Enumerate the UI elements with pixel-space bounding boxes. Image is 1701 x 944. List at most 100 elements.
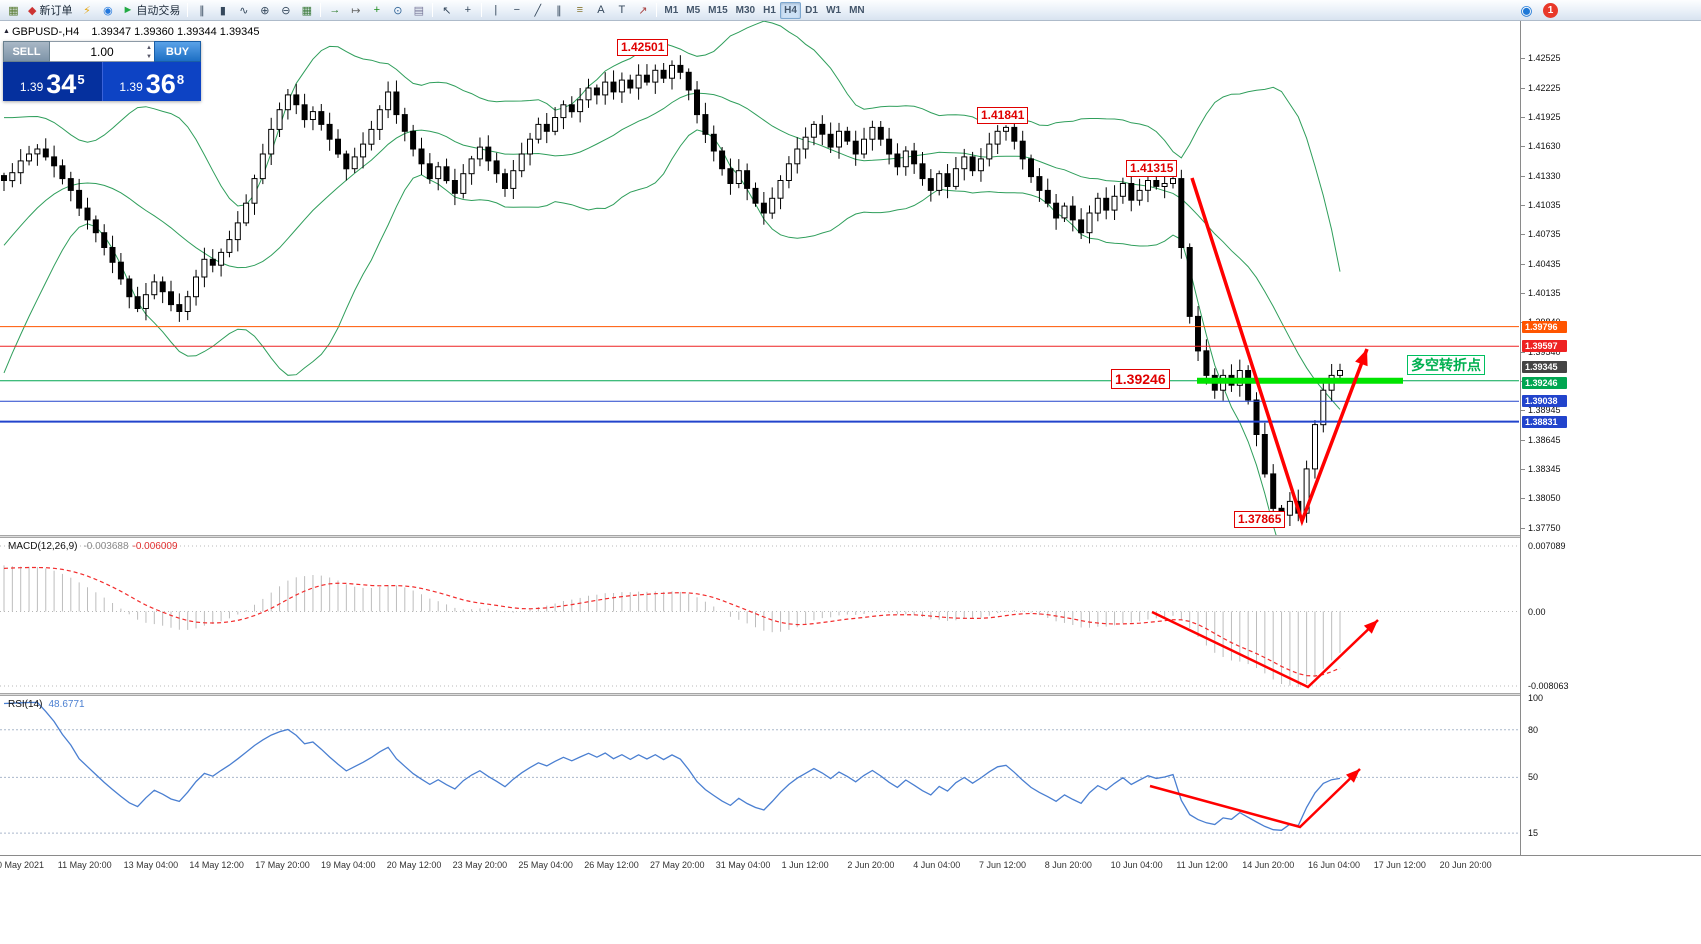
time-axis-label: 8 Jun 20:00 bbox=[1044, 860, 1092, 870]
macd-label: MACD(12,26,9) -0.003688 -0.006009 bbox=[8, 541, 178, 552]
zoom-out-button-icon: ⊖ bbox=[281, 4, 291, 17]
price-axis-label: 1.40735 bbox=[1528, 229, 1561, 240]
new-chart-button-icon: ▦ bbox=[8, 4, 19, 17]
price-axis-tick bbox=[1521, 87, 1525, 89]
vertical-line-button-icon: | bbox=[494, 4, 498, 16]
trend-arrow-head bbox=[1355, 349, 1368, 367]
arrows-button[interactable]: ↗ bbox=[632, 2, 653, 19]
price-axis-label: 1.42525 bbox=[1528, 53, 1561, 63]
volume-down-icon[interactable]: ▼ bbox=[146, 53, 152, 60]
text-button[interactable]: A bbox=[590, 2, 611, 19]
label-button[interactable]: T bbox=[611, 2, 632, 19]
chart-shift-button[interactable]: ↦ bbox=[345, 2, 366, 19]
price-axis-tick bbox=[1521, 528, 1525, 529]
timeframe-mn-button[interactable]: MN bbox=[849, 4, 865, 16]
price-axis[interactable]: 1.42525 1.42225 1.41925 1.41630 1.41330 1.410… bbox=[1520, 21, 1701, 855]
vertical-line-button[interactable]: | bbox=[485, 2, 506, 19]
price-callout[interactable]: 1.41841 bbox=[977, 107, 1029, 124]
macd-indicator-panel[interactable] bbox=[0, 538, 1520, 693]
turning-point-annotation[interactable]: 多空转折点 bbox=[1407, 355, 1485, 375]
one-click-trading-panel: SELL 1.00 ▲ ▼ BUY 1.39 34 5 1.39 36 8 bbox=[3, 41, 201, 101]
volume-input[interactable]: 1.00 ▲ ▼ bbox=[50, 41, 154, 62]
price-axis-label: 1.42225 bbox=[1528, 82, 1561, 93]
channel-button[interactable]: ∥ bbox=[548, 2, 569, 19]
new-chart-button[interactable]: ▦ bbox=[3, 2, 24, 19]
candlestick-mode-button[interactable]: ▮ bbox=[212, 2, 233, 19]
sell-button[interactable]: SELL bbox=[3, 41, 50, 62]
auto-scroll-button[interactable]: → bbox=[324, 2, 345, 19]
time-axis[interactable]: 10 May 2021 11 May 20:00 13 May 04:00 14 Ma… bbox=[0, 855, 1701, 873]
price-axis-label: 1.40135 bbox=[1528, 288, 1561, 299]
buy-price-display[interactable]: 1.39 36 8 bbox=[101, 62, 201, 101]
main-chart-panel[interactable] bbox=[0, 21, 1520, 535]
fibonacci-button-icon: ≡ bbox=[576, 4, 584, 16]
periods-button-icon: ⊙ bbox=[393, 4, 403, 17]
indicators-button[interactable]: + bbox=[366, 2, 387, 19]
time-axis-label: 16 Jun 04:00 bbox=[1308, 860, 1361, 870]
rsi-axis-label: 80 bbox=[1528, 724, 1539, 735]
price-callout[interactable]: 1.42501 bbox=[617, 39, 669, 56]
time-axis-label: 4 Jun 04:00 bbox=[913, 860, 961, 870]
line-chart-mode-button[interactable]: ∿ bbox=[233, 2, 254, 19]
community-toolbar-button-icon: ◉ bbox=[103, 4, 113, 17]
timeframe-w1-button[interactable]: W1 bbox=[826, 4, 842, 16]
tile-windows-button[interactable]: ▦ bbox=[296, 2, 317, 19]
trend-arrow[interactable] bbox=[1190, 177, 1369, 527]
toolbar-separator bbox=[432, 3, 434, 17]
rsi-indicator-panel[interactable] bbox=[0, 696, 1520, 855]
toolbar-separator bbox=[320, 3, 322, 17]
bar-chart-mode-button-icon: ∥ bbox=[199, 4, 205, 17]
trend-arrow[interactable] bbox=[1149, 768, 1361, 829]
panel-splitter[interactable] bbox=[0, 535, 1566, 538]
horizontal-line-button[interactable]: − bbox=[506, 2, 527, 19]
timeframe-h1-button[interactable]: H1 bbox=[763, 4, 776, 16]
bar-chart-mode-button[interactable]: ∥ bbox=[191, 2, 212, 19]
volume-up-icon[interactable]: ▲ bbox=[146, 44, 152, 51]
community-toolbar-button[interactable]: ◉ bbox=[97, 2, 118, 19]
price-axis-label: 1.41630 bbox=[1528, 141, 1561, 152]
periods-button[interactable]: ⊙ bbox=[387, 2, 408, 19]
timeframe-h4-button[interactable]: H4 bbox=[780, 1, 802, 19]
one-click-collapse-arrow[interactable]: ▲ bbox=[3, 28, 10, 35]
price-axis-tick bbox=[1521, 351, 1525, 353]
metaeditor-button-icon: ⚡ bbox=[83, 4, 91, 17]
timeframe-d1-button[interactable]: D1 bbox=[805, 4, 818, 16]
rsi-axis-label: 50 bbox=[1528, 772, 1539, 783]
fibonacci-button[interactable]: ≡ bbox=[569, 2, 590, 19]
community-icon[interactable]: ◉ bbox=[1520, 1, 1533, 18]
price-callout[interactable]: 1.41315 bbox=[1126, 160, 1178, 177]
panel-splitter[interactable] bbox=[0, 693, 1566, 696]
trendline-button[interactable]: ╱ bbox=[527, 2, 548, 19]
price-callout[interactable]: 1.39246 bbox=[1111, 369, 1170, 389]
toolbar-separator bbox=[481, 3, 483, 17]
crosshair-button[interactable]: + bbox=[457, 2, 478, 19]
auto-trading-button[interactable]: ► 自动交易 bbox=[118, 2, 184, 19]
zoom-out-button[interactable]: ⊖ bbox=[275, 2, 296, 19]
timeframe-m5-button[interactable]: M5 bbox=[686, 4, 701, 16]
sell-price-display[interactable]: 1.39 34 5 bbox=[3, 62, 102, 101]
time-axis-label: 17 May 20:00 bbox=[255, 860, 310, 870]
buy-price-prefix: 1.39 bbox=[119, 80, 143, 94]
chart-ohlc-readout: GBPUSD-,H4 1.39347 1.39360 1.39344 1.393… bbox=[12, 26, 260, 38]
cursor-button[interactable]: ↖ bbox=[436, 2, 457, 19]
volume-spinner[interactable]: ▲ ▼ bbox=[146, 43, 152, 61]
price-callout[interactable]: 1.37865 bbox=[1234, 511, 1286, 528]
price-axis-label: 1.38050 bbox=[1528, 493, 1561, 504]
time-axis-label: 11 May 20:00 bbox=[57, 860, 112, 870]
trend-arrow[interactable] bbox=[1151, 610, 1379, 689]
new-order-button[interactable]: ◆ 新订单 bbox=[24, 2, 76, 19]
trend-arrow-head bbox=[1346, 769, 1360, 783]
rsi-label: RSI(14) 48.6771 bbox=[8, 699, 85, 710]
zoom-in-button[interactable]: ⊕ bbox=[254, 2, 275, 19]
timeframe-m15-button[interactable]: M15 bbox=[708, 4, 728, 16]
templates-button[interactable]: ▤ bbox=[408, 2, 429, 19]
timeframe-m1-button[interactable]: M1 bbox=[664, 4, 679, 16]
trend-arrow-head bbox=[1363, 620, 1378, 634]
bollinger-upper-band bbox=[4, 21, 1341, 272]
notifications-badge[interactable]: 1 bbox=[1542, 2, 1559, 18]
buy-button[interactable]: BUY bbox=[154, 41, 201, 62]
metaeditor-button[interactable]: ⚡ bbox=[76, 2, 97, 19]
bollinger-lower-band bbox=[3, 129, 1277, 535]
timeframe-m30-button[interactable]: M30 bbox=[735, 4, 756, 16]
price-axis-tick bbox=[1521, 204, 1525, 206]
